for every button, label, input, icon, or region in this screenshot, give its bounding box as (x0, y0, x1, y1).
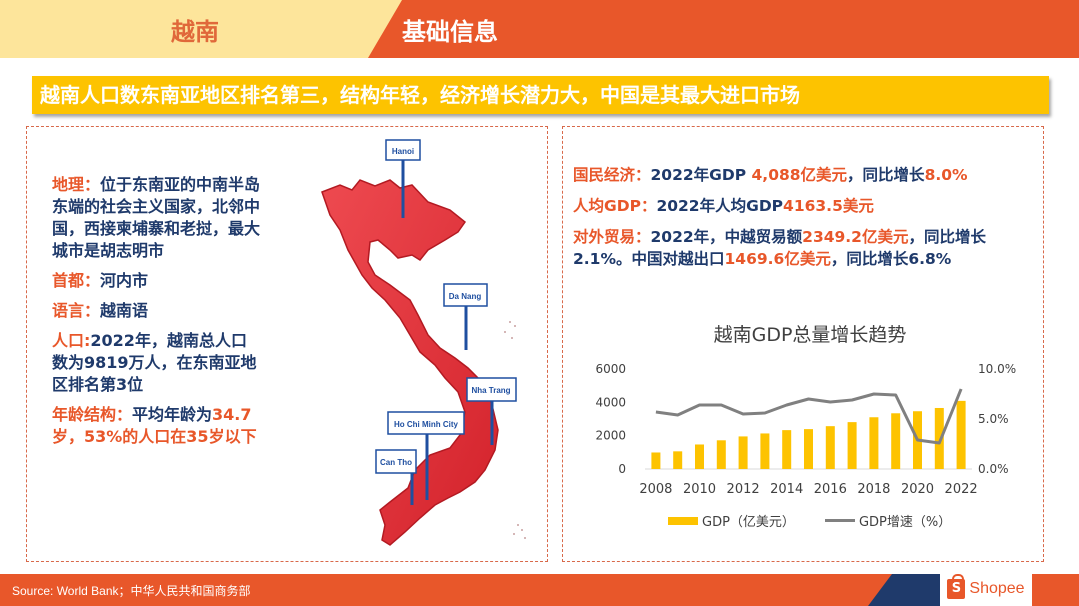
gdp-bar (869, 417, 879, 469)
country-info: 地理：位于东南亚的中南半岛东端的社会主义国家，北邻中国，西接柬埔寨和老挝，最大城… (52, 174, 262, 456)
y-left-tick: 4000 (595, 395, 626, 409)
svg-text:Da Nang: Da Nang (449, 292, 482, 301)
gdp-bar (934, 407, 944, 469)
economy-mid: ，同比增长 (847, 166, 925, 184)
legend-growth-label: GDP增速（%） (858, 515, 952, 530)
economy-value: 4,088亿美元 (751, 166, 848, 184)
chart-legend: GDP（亿美元） GDP增速（%） (668, 511, 951, 530)
gdp-bar (782, 430, 792, 469)
gdp-bar (804, 429, 813, 469)
gdp-bar (738, 436, 748, 469)
economy-info: 国民经济：2022年GDP 4,088亿美元，同比增长8.0% 人均GDP：20… (573, 164, 1033, 279)
y-left-tick: 6000 (595, 362, 626, 376)
legend-growth: GDP增速（%） (824, 511, 952, 530)
x-tick: 2018 (857, 482, 890, 497)
header-section-band (368, 0, 1079, 58)
y-right-tick: 5.0% (978, 412, 1009, 426)
gdp-per-capita-item: 人均GDP：2022年人均GDP4163.5美元 (573, 195, 1033, 217)
x-tick: 2008 (639, 482, 672, 497)
economy-item: 国民经济：2022年GDP 4,088亿美元，同比增长8.0% (573, 164, 1033, 186)
x-tick: 2022 (945, 482, 978, 497)
city-label-ho-chi-minh-city: Ho Chi Minh City (387, 411, 465, 500)
section-title: 基础信息 (402, 18, 498, 46)
trade-item: 对外贸易：2022年，中越贸易额2349.2亿美元，同比增长2.1%。中国对越出… (573, 226, 1033, 270)
geography-label: 地理： (52, 175, 101, 194)
y-right-tick: 0.0% (978, 462, 1009, 476)
economy-growth: 8.0% (924, 166, 968, 184)
source-note: Source: World Bank；中华人民共和国商务部 (12, 584, 251, 598)
geography-item: 地理：位于东南亚的中南半岛东端的社会主义国家，北邻中国，西接柬埔寨和老挝，最大城… (52, 174, 262, 262)
svg-text:Can Tho: Can Tho (380, 458, 412, 467)
x-tick: 2020 (901, 482, 934, 497)
svg-text:Hanoi: Hanoi (392, 147, 414, 156)
trade-value-export: 1469.6亿美元 (724, 250, 831, 268)
age-text: 平均年龄为 (132, 405, 213, 424)
economy-label: 国民经济： (573, 166, 651, 184)
age-highlight: 34.7岁，53%的人口在35岁以下 (52, 405, 257, 446)
gdp-per-capita-value: 4163.5美元 (783, 197, 874, 215)
gdp-bar (716, 440, 726, 469)
legend-gdp-label: GDP（亿美元） (702, 515, 795, 530)
right-panel (562, 126, 1044, 562)
svg-text:Ho Chi Minh City: Ho Chi Minh City (394, 420, 459, 429)
x-tick: 2014 (770, 482, 803, 497)
language-text: 越南语 (100, 301, 149, 320)
shopee-logo: S Shopee (940, 572, 1032, 606)
line-swatch-icon (824, 519, 855, 522)
gdp-bar (891, 413, 901, 469)
capital-item: 首都：河内市 (52, 270, 262, 292)
x-tick: 2016 (814, 482, 847, 497)
trade-value-total: 2349.2亿美元 (802, 228, 909, 246)
gdp-bar (825, 426, 835, 469)
population-label: 人口: (52, 331, 91, 350)
trade-export-growth: ，同比增长6.8% (830, 250, 952, 268)
chart-title: 越南GDP总量增长趋势 (713, 324, 907, 346)
island-dots (504, 321, 526, 539)
bar-swatch-icon (668, 516, 698, 525)
gdp-chart: 0 2000 4000 6000 0.0% 5.0% 10.0% 2008 2010 2012 20… (595, 362, 1016, 497)
language-label: 语言： (52, 301, 101, 320)
growth-line (655, 388, 963, 445)
gdp-bar (673, 451, 683, 469)
city-label-hanoi: Hanoi (385, 139, 421, 218)
population-text: 2022年，越南总人口数为9819万人，在东南亚地区排名第3位 (52, 331, 257, 394)
y-right-tick: 10.0% (978, 362, 1016, 376)
city-label-da-nang: Da Nang (443, 283, 488, 350)
capital-text: 河内市 (100, 271, 149, 290)
gdp-bar (956, 400, 966, 469)
gdp-bar (760, 433, 770, 469)
city-label-nha-trang: Nha Trang (466, 377, 517, 445)
gdp-per-capita-label: 人均GDP： (573, 197, 657, 215)
capital-label: 首都： (52, 271, 101, 290)
vietnam-shape (321, 179, 499, 546)
age-label: 年龄结构： (52, 405, 133, 424)
geography-text: 位于东南亚的中南半岛东端的社会主义国家，北邻中国，西接柬埔寨和老挝，最大城市是胡… (52, 175, 261, 260)
economy-pre: 2022年GDP (650, 166, 752, 184)
trade-pre: 2022年，中越贸易额 (650, 228, 803, 246)
x-tick: 2010 (683, 482, 716, 497)
trade-label: 对外贸易： (573, 228, 651, 246)
left-panel (26, 126, 548, 562)
y-left-tick: 0 (618, 462, 626, 476)
logo-text: Shopee (969, 580, 1025, 597)
x-tick: 2012 (727, 482, 760, 497)
trade-mid: ，同比增长2.1%。中国对越出口 (573, 228, 986, 268)
legend-gdp: GDP（亿美元） (668, 511, 795, 530)
headline-banner: 越南人口数东南亚地区排名第三，结构年轻，经济增长潜力大，中国是其最大进口市场 (32, 76, 1049, 114)
gdp-bar (847, 422, 857, 469)
gdp-bar (651, 452, 661, 469)
country-title: 越南 (171, 18, 219, 46)
language-item: 语言：越南语 (52, 300, 262, 322)
gdp-per-capita-pre: 2022年人均GDP (656, 197, 784, 215)
y-left-tick: 2000 (595, 429, 626, 443)
age-item: 年龄结构：平均年龄为34.7岁，53%的人口在35岁以下 (52, 404, 262, 448)
vietnam-map: Hanoi Da Nang Nha Trang Ho Chi Minh City… (321, 139, 526, 546)
svg-text:Nha Trang: Nha Trang (471, 386, 510, 395)
city-label-can-tho: Can Tho (375, 449, 417, 505)
gdp-bar (695, 444, 704, 469)
shopping-bag-icon: S (947, 574, 966, 599)
population-item: 人口:2022年，越南总人口数为9819万人，在东南亚地区排名第3位 (52, 330, 262, 396)
